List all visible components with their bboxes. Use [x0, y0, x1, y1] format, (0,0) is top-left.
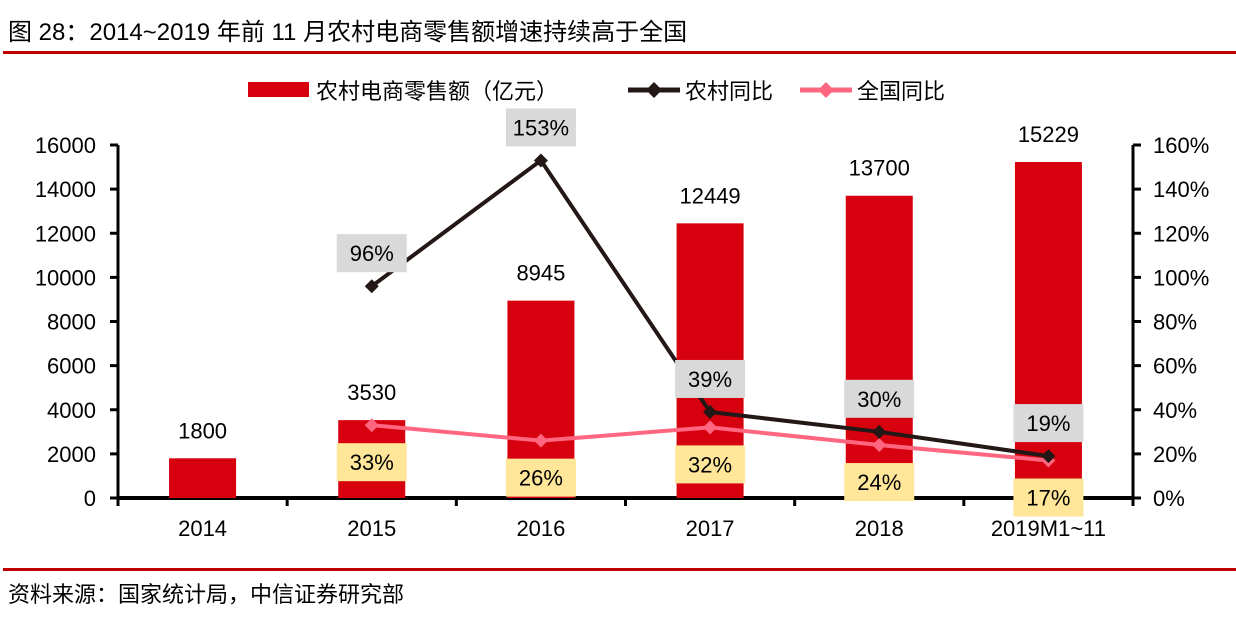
bar-value-label: 15229: [1018, 122, 1079, 147]
figure-title: 图 28：2014~2019 年前 11 月农村电商零售额增速持续高于全国: [8, 19, 688, 46]
national-yoy-marker: [872, 438, 887, 453]
rural-yoy-marker: [1041, 449, 1056, 464]
left-axis-tick-label: 14000: [35, 177, 96, 202]
rural-yoy-label: 153%: [513, 115, 569, 140]
rural-yoy-label-bg: [505, 108, 576, 147]
bar-value-label: 8945: [516, 261, 565, 286]
x-axis-tick-label: 2014: [178, 516, 227, 541]
lines: [364, 153, 1056, 468]
national-yoy-label: 26%: [519, 466, 563, 491]
rural-yoy-label-bg: [336, 234, 407, 273]
right-axis-tick-label: 60%: [1153, 354, 1197, 379]
bar-value-label: 3530: [347, 380, 396, 405]
legend-swatch-national: [800, 82, 852, 98]
x-axis-tick-label: 2019M1~11: [991, 516, 1106, 541]
axes: 0 2000 4000 6000 8000 10000 12000 14000 16000 0% 2…: [35, 133, 1209, 541]
bars: [169, 162, 1082, 498]
right-axis-tick-label: 20%: [1153, 442, 1197, 467]
national-yoy-label-bg: [1013, 478, 1084, 517]
left-axis-tick-label: 2000: [47, 442, 96, 467]
left-axis-tick-label: 4000: [47, 398, 96, 423]
legend-label-bar: 农村电商零售额（亿元）: [316, 79, 558, 104]
rural-yoy-label-bg: [844, 379, 915, 418]
left-axis-tick-label: 12000: [35, 221, 96, 246]
left-axis-tick-label: 0: [84, 486, 96, 511]
rural-yoy-label: 39%: [688, 367, 732, 392]
bar-value-label: 12449: [679, 183, 740, 208]
left-axis-tick-label: 6000: [47, 354, 96, 379]
x-axis-tick-label: 2018: [855, 516, 904, 541]
national-yoy-label: 32%: [688, 452, 732, 477]
bar-value-label: 13700: [849, 156, 910, 181]
data-labels: 1800 3530 8945 12449 13700 15229 96% 153% 39% 30%…: [178, 108, 1084, 517]
left-axis-tick-label: 10000: [35, 265, 96, 290]
legend-swatch-bar: [248, 82, 309, 97]
right-axis-tick-label: 160%: [1153, 133, 1209, 158]
national-yoy-marker: [364, 418, 379, 433]
national-yoy-label-bg: [844, 463, 915, 502]
bar: [169, 458, 237, 498]
rural-yoy-label: 19%: [1026, 411, 1070, 436]
legend-label-national: 全国同比: [857, 79, 945, 104]
national-yoy-label: 17%: [1026, 485, 1070, 510]
top-rule: [3, 51, 1236, 54]
rural-yoy-marker: [872, 424, 887, 439]
source-note: 资料来源：国家统计局，中信证券研究部: [8, 582, 405, 607]
national-yoy-label-bg: [675, 445, 746, 484]
x-axis-tick-label: 2015: [347, 516, 396, 541]
x-axis-tick-label: 2016: [516, 516, 565, 541]
legend-label-rural: 农村同比: [685, 79, 773, 104]
rural-yoy-marker: [364, 279, 379, 294]
rural-yoy-marker: [703, 404, 718, 419]
x-axis-tick-label: 2017: [686, 516, 735, 541]
bar: [1014, 162, 1082, 498]
national-yoy-label-bg: [336, 443, 407, 482]
national-yoy-label: 24%: [857, 470, 901, 495]
rural-yoy-label-bg: [1013, 404, 1084, 443]
rural-yoy-label: 30%: [857, 387, 901, 412]
bottom-rule: [3, 568, 1236, 571]
legend: 农村电商零售额（亿元） 农村同比 全国同比: [248, 79, 945, 104]
right-axis-tick-label: 40%: [1153, 398, 1197, 423]
national-yoy-marker: [533, 433, 548, 448]
bar-value-label: 1800: [178, 418, 227, 443]
national-yoy-marker: [703, 420, 718, 435]
rural-yoy-label-bg: [675, 359, 746, 398]
legend-swatch-rural: [628, 82, 680, 98]
right-axis-tick-label: 100%: [1153, 265, 1209, 290]
right-axis-tick-label: 0%: [1153, 486, 1185, 511]
right-axis-tick-label: 120%: [1153, 221, 1209, 246]
rural-yoy-label: 96%: [350, 241, 394, 266]
right-axis-tick-label: 80%: [1153, 310, 1197, 335]
national-yoy-label: 33%: [350, 450, 394, 475]
bar: [845, 195, 913, 498]
rural-yoy-marker: [533, 153, 548, 168]
left-axis-tick-label: 8000: [47, 310, 96, 335]
national-yoy-label-bg: [505, 458, 576, 497]
left-axis-tick-label: 16000: [35, 133, 96, 158]
right-axis-tick-label: 140%: [1153, 177, 1209, 202]
